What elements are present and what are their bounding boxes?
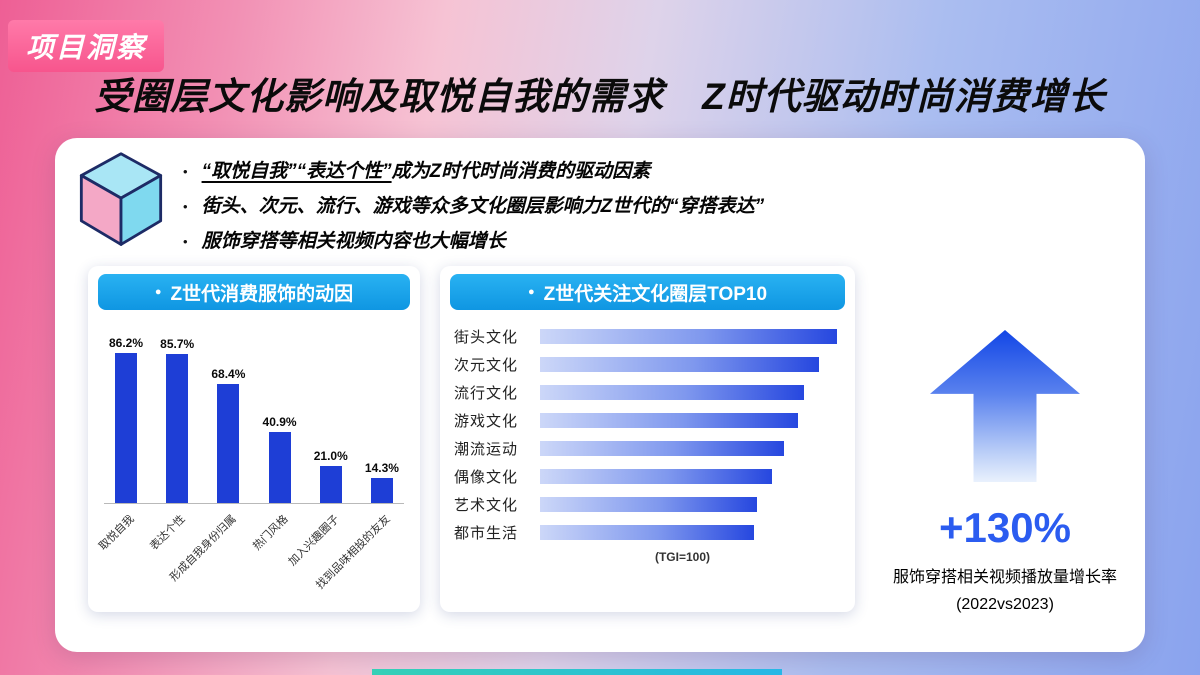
bullet-icon: • (183, 199, 188, 214)
row-category-label: 艺术文化 (454, 496, 519, 514)
row-category-label: 街头文化 (454, 328, 519, 346)
bullet-item: • 街头、次元、流行、游戏等众多文化圈层影响力Z世代的“穿搭表达” (183, 195, 1013, 219)
row-track (540, 468, 837, 484)
bullet-text: “取悦自我”“表达个性”成为Z时代时尚消费的驱动因素 (202, 160, 651, 184)
bullet-rest-text: 成为Z时代时尚消费的驱动因素 (391, 161, 651, 182)
bar-category-label: 取悦自我 (97, 513, 137, 553)
bar-value-label: 40.9% (262, 415, 297, 429)
row-bar (540, 356, 820, 372)
bar-column: 40.9% 热门风格 (251, 324, 302, 553)
row-bar (540, 412, 799, 428)
bullet-underlined-text: “取悦自我”“表达个性” (201, 161, 392, 182)
bullet-icon: • (183, 164, 188, 179)
motivation-plot: 86.2% 取悦自我 85.7% 表达个性 68.4% 形成自我身份归属 40.9% 热门风格… (97, 324, 404, 592)
bar (166, 354, 189, 503)
row-bar (540, 440, 784, 456)
row-bar (540, 384, 805, 400)
chart-row: 流行文化 (454, 382, 837, 402)
row-category-label: 潮流运动 (454, 440, 519, 458)
bullet-item: • “取悦自我”“表达个性”成为Z时代时尚消费的驱动因素 (183, 160, 1013, 184)
row-track (540, 356, 837, 372)
chart-row: 游戏文化 (454, 410, 837, 430)
bar-column: 68.4% 形成自我身份归属 (168, 324, 250, 584)
bottom-edge-decoration (372, 669, 782, 675)
chart-row: 艺术文化 (454, 494, 837, 514)
row-bar (540, 524, 754, 540)
culture-top10-chart-panel: ● Z世代关注文化圈层TOP10 街头文化次元文化流行文化游戏文化潮流运动偶像文… (440, 266, 855, 612)
row-track (540, 412, 837, 428)
motivation-chart-panel: ● Z世代消费服饰的动因 86.2% 取悦自我 85.7% 表达个性 68.4% 形成自我… (88, 266, 420, 612)
bar-column: 86.2% 取悦自我 (97, 324, 148, 553)
chart-row: 街头文化 (454, 326, 837, 346)
page-title: 受圈层文化影响及取悦自我的需求 Z时代驱动时尚消费增长 (94, 76, 1106, 117)
chart-title-text: Z世代消费服饰的动因 (170, 283, 354, 305)
row-bar (540, 496, 757, 512)
growth-caption-line2: (2022vs2023) (956, 596, 1054, 614)
bar-value-label: 14.3% (364, 461, 399, 475)
chart-row: 偶像文化 (454, 466, 837, 486)
bar-value-label: 68.4% (211, 367, 246, 381)
bar-value-label: 21.0% (313, 449, 348, 463)
bar-category-label: 表达个性 (148, 513, 188, 553)
row-category-label: 流行文化 (454, 384, 519, 402)
chart-row: 都市生活 (454, 522, 837, 542)
insight-bullets: • “取悦自我”“表达个性”成为Z时代时尚消费的驱动因素 • 街头、次元、流行、… (183, 160, 1013, 265)
cube-icon (79, 152, 163, 246)
row-category-label: 游戏文化 (454, 412, 519, 430)
bar-category-label: 热门风格 (250, 513, 291, 553)
row-category-label: 偶像文化 (454, 468, 519, 486)
row-bar (540, 328, 837, 344)
content-card: • “取悦自我”“表达个性”成为Z时代时尚消费的驱动因素 • 街头、次元、流行、… (55, 138, 1145, 652)
row-track (540, 328, 837, 344)
row-bar (540, 468, 772, 484)
row-track (540, 496, 837, 512)
bar-column: 21.0% 加入兴趣圈子 (286, 324, 353, 568)
row-track (540, 384, 837, 400)
growth-stat: +130% 服饰穿搭相关视频播放量增长率 (2022vs2023) (875, 278, 1135, 618)
bar (268, 432, 291, 503)
bullet-text: 街头、次元、流行、游戏等众多文化圈层影响力Z世代的“穿搭表达” (201, 196, 765, 217)
growth-caption-line1: 服饰穿搭相关视频播放量增长率 (892, 569, 1117, 586)
bar-value-label: 86.2% (108, 336, 144, 350)
up-arrow-icon (930, 330, 1080, 482)
chart-title-text: Z世代关注文化圈层TOP10 (543, 283, 768, 305)
bullet-text: 服饰穿搭等相关视频内容也大幅增长 (201, 231, 506, 252)
section-badge: 项目洞察 (8, 20, 165, 72)
legend-dot-icon: ● (154, 285, 162, 298)
bar (319, 466, 342, 503)
top10-rows: 街头文化次元文化流行文化游戏文化潮流运动偶像文化艺术文化都市生活 (454, 326, 837, 542)
chart-row: 次元文化 (454, 354, 837, 374)
bar (217, 384, 240, 503)
row-track (540, 524, 837, 540)
bullet-icon: • (183, 234, 188, 249)
bar (115, 353, 137, 503)
bullet-item: • 服饰穿搭等相关视频内容也大幅增长 (183, 230, 1013, 254)
row-category-label: 次元文化 (454, 356, 519, 374)
row-category-label: 都市生活 (454, 524, 519, 542)
top10-chart-title: ● Z世代关注文化圈层TOP10 (450, 274, 845, 310)
bar-value-label: 85.7% (160, 337, 195, 351)
growth-value: +130% (939, 504, 1071, 551)
tgi-footnote: (TGI=100) (654, 550, 711, 564)
bar-column: 14.3% 找到品味相投的友友 (314, 324, 404, 592)
motivation-chart-title: ● Z世代消费服饰的动因 (98, 274, 410, 310)
chart-row: 潮流运动 (454, 438, 837, 458)
bar-column: 85.7% 表达个性 (148, 324, 199, 553)
row-track (540, 440, 837, 456)
growth-caption: 服饰穿搭相关视频播放量增长率 (2022vs2023) (893, 564, 1117, 618)
legend-dot-icon: ● (527, 285, 535, 298)
bar (370, 478, 393, 503)
